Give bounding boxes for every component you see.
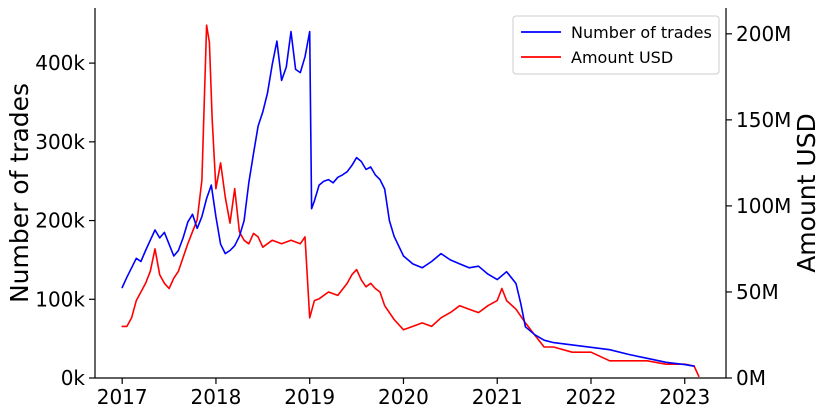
series-line-amount-usd	[121, 24, 700, 378]
legend: Number of trades Amount USD	[512, 15, 720, 75]
x-tick-label: 2017	[97, 385, 148, 409]
x-tick-label: 2021	[472, 385, 523, 409]
series-line-number-of-trades	[121, 30, 695, 368]
right-axis-title: Amount USD	[792, 113, 821, 273]
y-left-tick-label: 300k	[35, 130, 85, 154]
x-tick-label: 2020	[378, 385, 429, 409]
legend-box	[512, 15, 720, 75]
ticks-layer: 2017 2018 2019 2020 2021 2022 2023 0k 100k 200k 30…	[35, 22, 791, 409]
legend-label-amount-usd: Amount USD	[571, 48, 673, 67]
x-tick-label: 2023	[659, 385, 710, 409]
axes-layer	[94, 8, 727, 379]
legend-label-number-of-trades: Number of trades	[571, 23, 712, 42]
y-right-tick-label: 100M	[736, 194, 791, 218]
y-right-tick-label: 200M	[736, 22, 791, 46]
y-left-tick-label: 400k	[35, 51, 85, 75]
series-layer	[121, 24, 700, 378]
x-tick-label: 2022	[566, 385, 617, 409]
y-left-tick-label: 100k	[35, 287, 85, 311]
y-right-tick-label: 50M	[736, 280, 779, 304]
y-right-tick-label: 150M	[736, 108, 791, 132]
x-tick-label: 2018	[190, 385, 241, 409]
y-left-tick-label: 200k	[35, 209, 85, 233]
y-right-tick-label: 0M	[736, 366, 766, 390]
left-axis-title: Number of trades	[5, 83, 34, 303]
y-left-tick-label: 0k	[61, 366, 86, 390]
x-tick-label: 2019	[284, 385, 335, 409]
